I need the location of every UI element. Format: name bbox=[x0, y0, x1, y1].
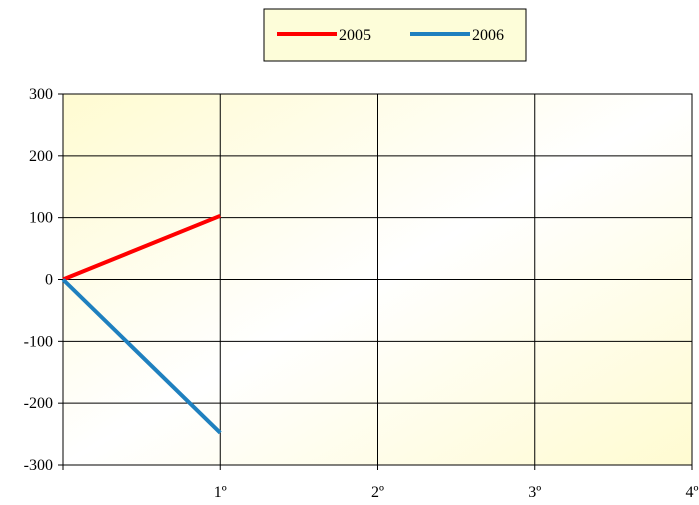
legend: 2005 2006 bbox=[263, 8, 527, 62]
y-tick-label: 100 bbox=[29, 210, 53, 227]
y-tick-label: -100 bbox=[24, 333, 53, 350]
x-tick-label: 4º bbox=[686, 484, 699, 501]
series-lines bbox=[61, 213, 222, 435]
y-tick-label: -300 bbox=[24, 457, 53, 474]
gridlines bbox=[63, 94, 692, 465]
legend-label-2005: 2005 bbox=[339, 27, 371, 44]
y-tick-label: 300 bbox=[29, 86, 53, 103]
y-tick-label: 0 bbox=[45, 272, 53, 289]
legend-label-2006: 2006 bbox=[472, 27, 504, 44]
x-axis-ticks: 1º 2º 3º 4º bbox=[62, 465, 699, 501]
y-tick-label: 200 bbox=[29, 148, 53, 165]
y-axis-ticks: 300 200 100 0 -100 -200 -300 bbox=[24, 86, 63, 474]
series-line-2006 bbox=[61, 278, 222, 435]
y-tick-label: -200 bbox=[24, 395, 53, 412]
series-line-2005 bbox=[62, 213, 222, 282]
x-tick-label: 3º bbox=[528, 484, 541, 501]
x-tick-label: 2º bbox=[371, 484, 384, 501]
x-tick-label: 1º bbox=[214, 484, 227, 501]
